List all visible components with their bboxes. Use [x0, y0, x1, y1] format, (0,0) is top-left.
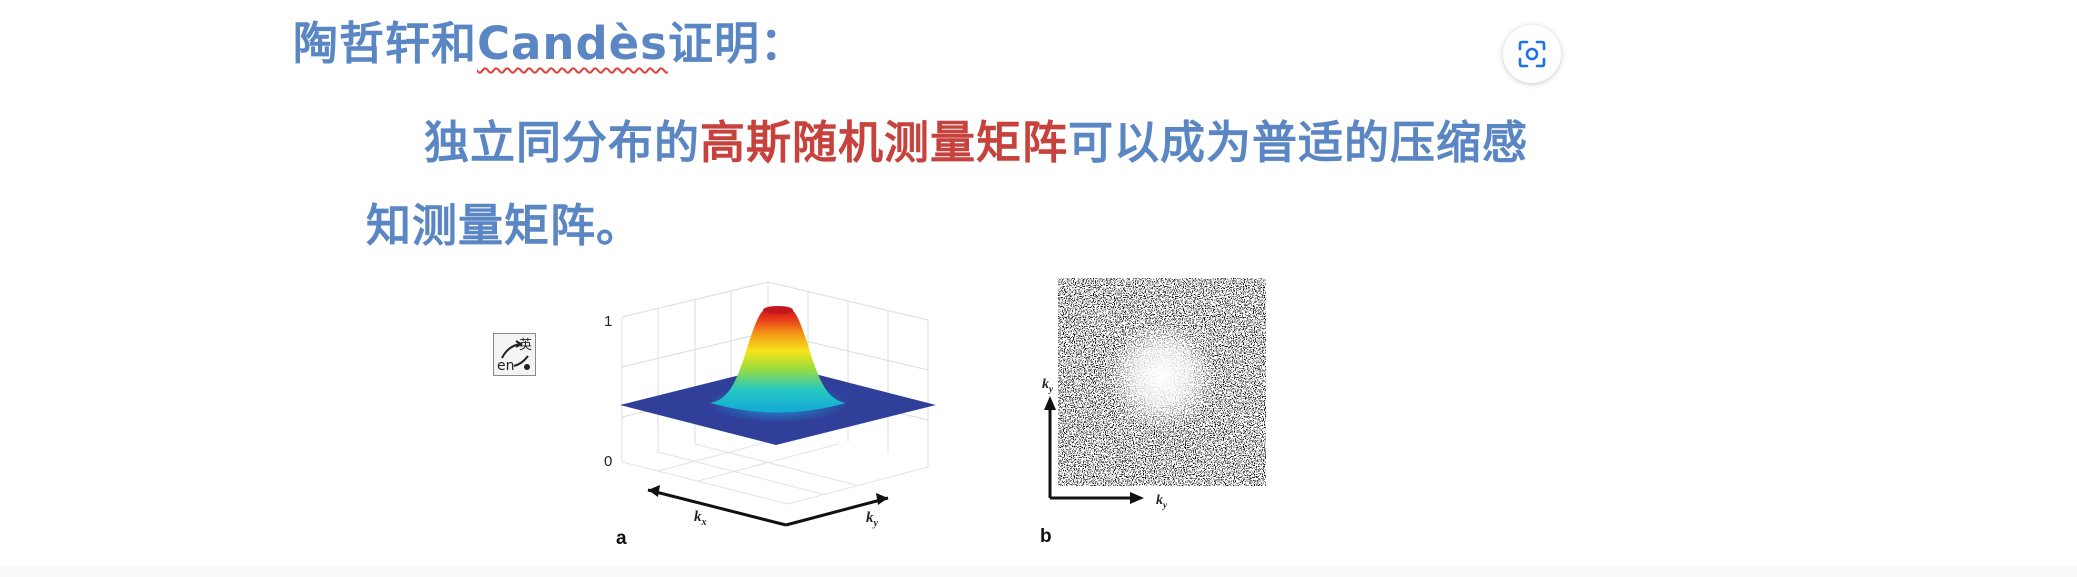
z-tick-1: 1 [604, 313, 612, 330]
heading-name-candes: Candès [477, 17, 668, 70]
visual-search-button[interactable] [1503, 25, 1561, 83]
screenshot-search-icon [1518, 40, 1546, 68]
z-tick-0: 0 [604, 453, 612, 470]
statement-blue-a: 独立同分布的 [424, 116, 701, 169]
axis-label-vert: ky [1042, 377, 1054, 394]
statement-highlight: 高斯随机测量矩阵 [700, 116, 1069, 169]
slide-heading: 陶哲轩和Candès证明： [293, 14, 806, 74]
axis-label-horiz: ky [1156, 493, 1168, 510]
translate-button[interactable]: en 英 [493, 333, 536, 376]
translate-arrow-icon [501, 340, 530, 370]
gaussian-peak [710, 307, 846, 413]
bottom-band [0, 567, 2077, 577]
axis-arrows-b [1048, 402, 1138, 500]
figure-b-sampling-pattern: ky ky b [1040, 278, 1266, 547]
axis-label-ky: ky [866, 510, 879, 529]
arrow-right-head [876, 493, 888, 505]
axis-label-kx: kx [694, 509, 707, 528]
figure-a-label: a [616, 528, 627, 549]
statement-blue-b: 可以成为普适的压缩感 [1068, 116, 1529, 169]
arrow-right-head-b [1130, 492, 1144, 504]
figure-a-gaussian-surface: 1 0 kx ky a [604, 281, 936, 549]
arrow-up-head [1044, 396, 1056, 410]
axis-arrows [647, 488, 889, 527]
heading-part1: 陶哲轩和 [293, 17, 478, 70]
translate-zh-label: 英 [518, 338, 532, 353]
peak-cap [763, 306, 793, 314]
statement-line-1: 独立同分布的高斯随机测量矩阵可以成为普适的压缩感 [424, 112, 1528, 174]
arrow-left-head [648, 485, 660, 497]
sampling-center-dense [1082, 296, 1242, 456]
heading-part3: 证明： [667, 17, 806, 70]
translate-en-label: en [497, 358, 515, 374]
figure-b-label: b [1040, 526, 1052, 547]
statement-line-2: 知测量矩阵。 [366, 199, 643, 252]
